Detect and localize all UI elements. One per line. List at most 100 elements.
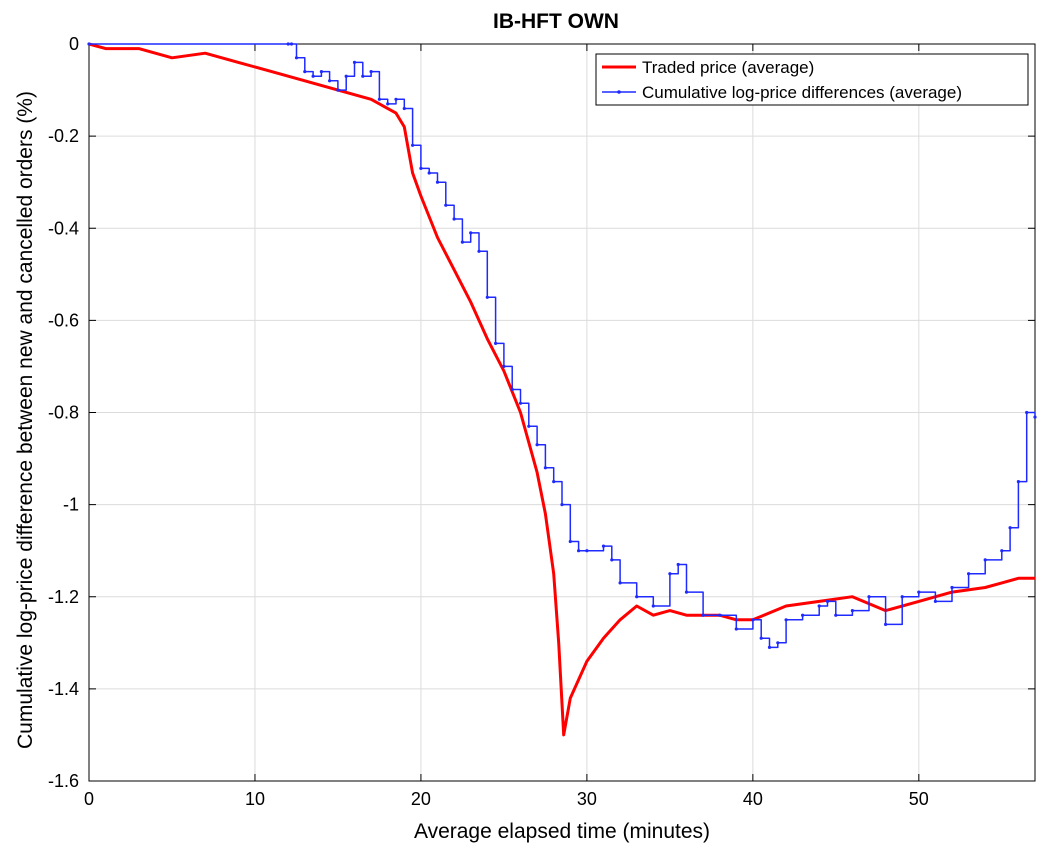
y-tick-label: 0 xyxy=(69,34,79,54)
legend-label-traded-price: Traded price (average) xyxy=(642,58,814,77)
data-point xyxy=(402,106,406,111)
data-point xyxy=(336,88,340,92)
data-point xyxy=(967,572,971,576)
data-point xyxy=(289,42,294,46)
data-point xyxy=(1025,410,1029,415)
data-point xyxy=(469,231,473,235)
data-point xyxy=(759,636,763,640)
series-line xyxy=(89,43,1036,649)
data-point xyxy=(983,558,987,562)
data-point xyxy=(850,609,855,613)
y-tick-label: -1.6 xyxy=(48,771,79,791)
data-point xyxy=(361,74,365,78)
chart-title: IB-HFT OWN xyxy=(493,10,619,33)
legend-box xyxy=(595,53,1029,106)
data-point xyxy=(502,364,506,368)
legend: Traded price (average) Cumulative log-pr… xyxy=(595,53,1029,106)
data-point xyxy=(817,604,821,608)
data-point xyxy=(825,599,830,604)
data-point xyxy=(601,544,606,548)
data-point xyxy=(419,166,423,170)
data-point xyxy=(560,503,564,507)
x-tick-label: 50 xyxy=(909,789,929,809)
data-point xyxy=(344,74,348,78)
data-point xyxy=(319,70,323,74)
data-point xyxy=(369,70,373,74)
x-tick-label: 10 xyxy=(245,789,265,809)
data-point xyxy=(328,79,332,83)
data-point xyxy=(676,562,680,567)
data-point xyxy=(718,613,722,617)
data-point xyxy=(377,97,381,101)
x-tick-label: 20 xyxy=(411,789,431,809)
x-axis-label: Average elapsed time (minutes) xyxy=(414,820,710,843)
y-tick-label: -0.8 xyxy=(48,403,79,423)
data-point xyxy=(933,599,938,604)
data-point xyxy=(552,480,556,484)
data-point xyxy=(568,539,572,544)
data-point xyxy=(784,618,788,622)
x-tick-label: 0 xyxy=(84,789,94,809)
y-tick-label: -1.4 xyxy=(48,679,79,699)
data-point xyxy=(386,102,390,106)
y-tick-label: -0.6 xyxy=(48,310,79,330)
data-point xyxy=(734,627,738,631)
data-point xyxy=(635,595,639,599)
data-point xyxy=(394,97,398,101)
data-point xyxy=(585,549,589,553)
data-point xyxy=(577,549,581,553)
series-layer xyxy=(87,42,1037,737)
data-point xyxy=(510,387,514,392)
data-point xyxy=(767,645,772,650)
data-point xyxy=(352,60,357,64)
data-point xyxy=(411,143,415,147)
data-point xyxy=(444,203,448,207)
data-point xyxy=(701,613,705,617)
data-point xyxy=(834,613,838,617)
data-point xyxy=(1016,480,1021,484)
data-point xyxy=(1033,415,1037,419)
data-point xyxy=(1000,549,1004,553)
data-point xyxy=(884,622,888,627)
data-point xyxy=(684,590,689,594)
data-point xyxy=(776,641,780,645)
data-point xyxy=(801,613,805,617)
data-point xyxy=(917,590,921,594)
x-tick-label: 30 xyxy=(577,789,597,809)
y-tick-label: -0.4 xyxy=(48,218,79,238)
legend-label-cumulative: Cumulative log-price differences (averag… xyxy=(642,83,962,102)
legend-marker-cumulative xyxy=(617,90,621,94)
data-point xyxy=(751,618,755,622)
grid xyxy=(89,44,1035,781)
data-point xyxy=(610,558,614,562)
data-point xyxy=(900,595,904,599)
data-point xyxy=(651,604,655,608)
y-axis-label: Cumulative log-price difference between … xyxy=(14,91,37,749)
data-point xyxy=(527,424,531,428)
data-point xyxy=(668,572,672,576)
x-tick-label: 40 xyxy=(743,789,763,809)
y-tick-label: -1 xyxy=(63,495,79,515)
y-axis: 0 -0.2 -0.4 -0.6 -0.8 -1 -1.2 -1.4 -1.6 xyxy=(48,34,1035,791)
data-point xyxy=(87,42,91,46)
y-tick-label: -1.2 xyxy=(48,587,79,607)
data-point xyxy=(427,171,431,175)
x-axis: 0 10 20 30 40 50 xyxy=(84,44,929,809)
data-point xyxy=(294,56,299,60)
data-point xyxy=(494,341,498,345)
data-point xyxy=(867,595,871,599)
series-cumulative-log-price xyxy=(87,42,1037,650)
data-point xyxy=(535,443,539,447)
data-point xyxy=(452,217,456,221)
data-point xyxy=(311,74,315,78)
data-point xyxy=(435,180,440,184)
data-point xyxy=(518,401,523,405)
data-point xyxy=(286,42,290,46)
series-traded-price xyxy=(88,42,1035,737)
data-point xyxy=(477,249,481,253)
data-point xyxy=(950,585,954,590)
data-point xyxy=(460,240,464,244)
series-line xyxy=(88,42,1035,737)
data-point xyxy=(543,466,548,470)
y-tick-label: -0.2 xyxy=(48,126,79,146)
